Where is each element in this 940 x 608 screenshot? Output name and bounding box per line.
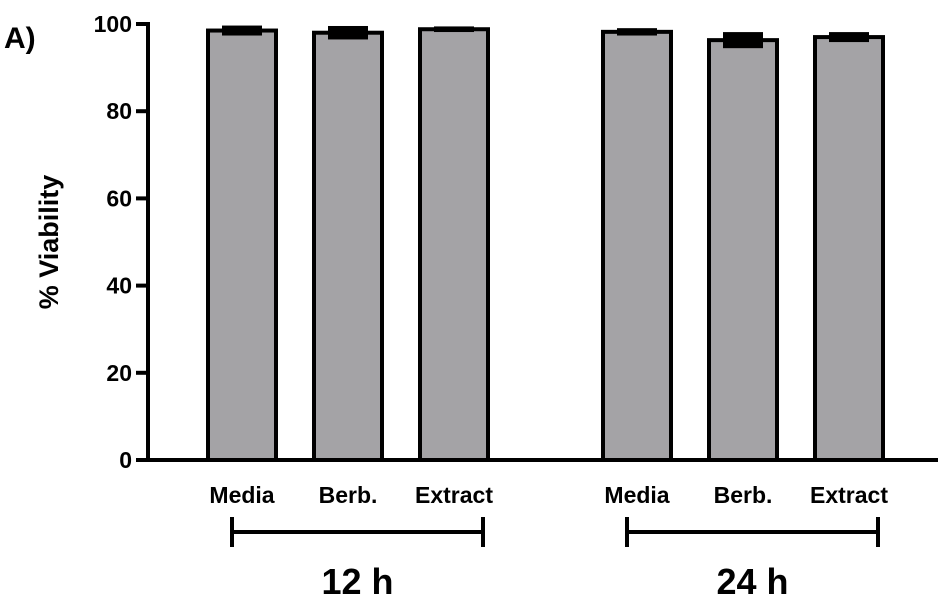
error-bar-cap [434,26,474,33]
y-tick-label: 20 [106,360,132,386]
x-category-label: Berb. [714,482,773,508]
y-tick-label: 80 [106,98,132,124]
bar [206,28,278,462]
bar [601,29,673,463]
y-tick-label: 100 [94,11,132,37]
bar [418,27,490,463]
error-bar-cap [829,32,869,43]
error-bar-cap [328,25,368,40]
x-category-label: Extract [810,482,888,508]
bar [312,30,384,462]
bars-layer [206,25,885,463]
error-bar-cap [222,25,262,36]
group-label: 24 h [716,561,788,602]
y-axis-label: % Viability [34,175,64,310]
error-bar-cap [723,32,763,49]
x-category-label: Berb. [319,482,378,508]
x-category-label: Extract [415,482,493,508]
group-label: 12 h [321,561,393,602]
bar [707,38,779,463]
y-tick-label: 0 [119,447,132,473]
bar [813,35,885,463]
axis-layer [136,22,938,547]
x-category-label: Media [209,482,274,508]
x-category-label: Media [604,482,669,508]
error-bar-cap [617,28,657,36]
panel-label: A) [4,22,36,55]
labels-layer: 0 20 40 60 80 100 Media Berb. Extract 12 h Media Be… [94,11,889,602]
y-tick-label: 60 [106,185,132,211]
y-tick-label: 40 [106,273,132,299]
